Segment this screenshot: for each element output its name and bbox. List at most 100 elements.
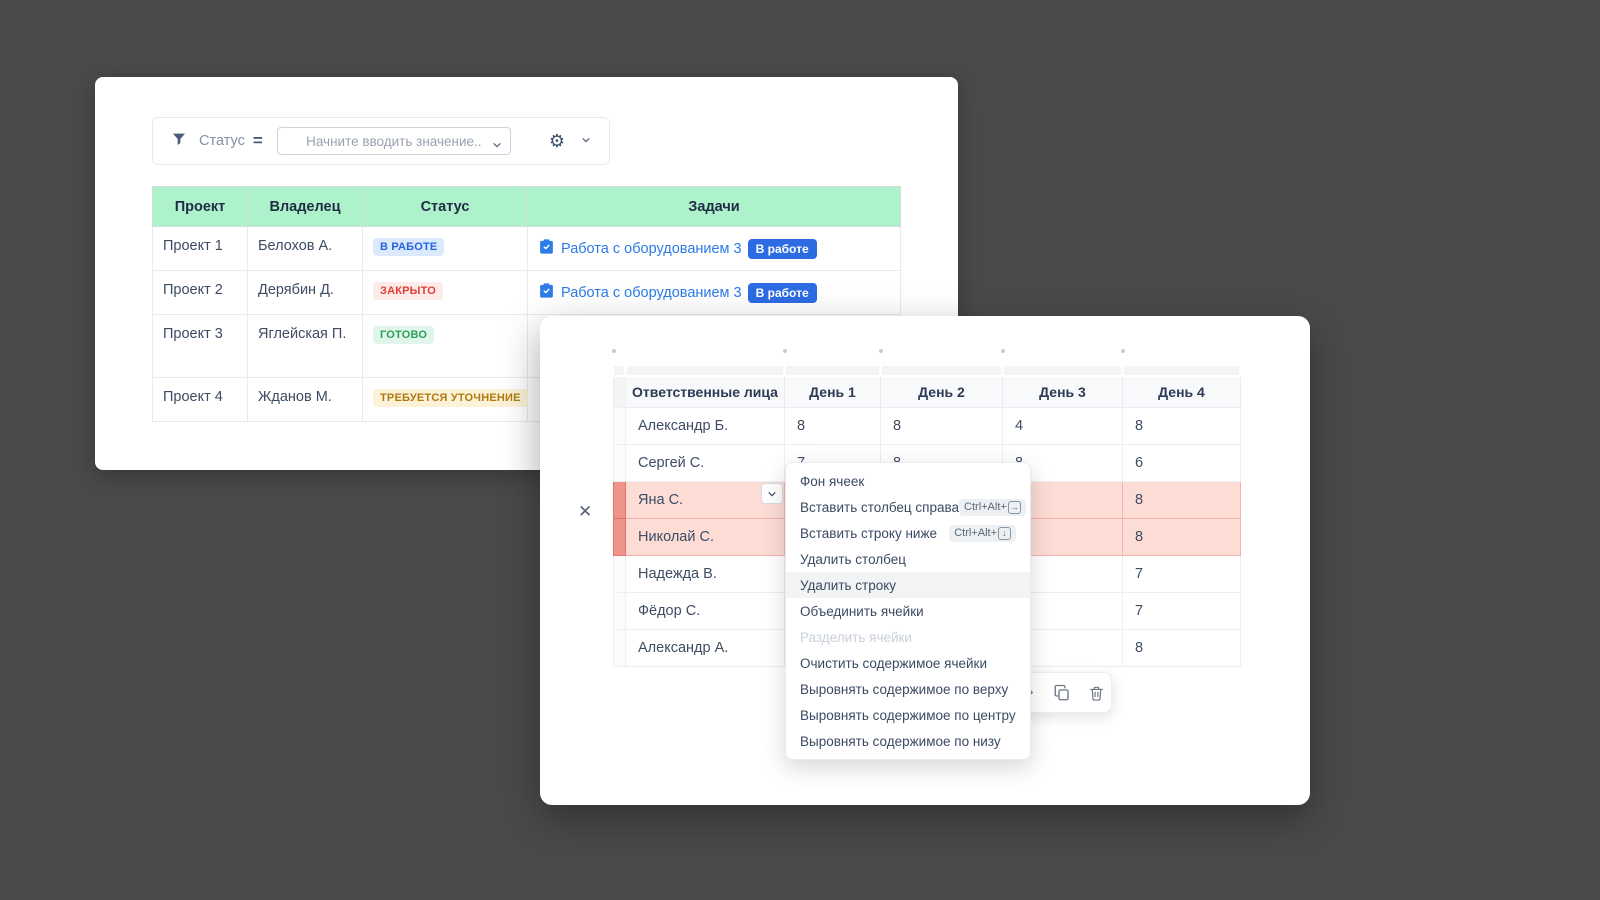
row-gutter-cell[interactable] [613, 591, 626, 630]
column-strip-cell[interactable] [1122, 366, 1242, 377]
column-strip-cell[interactable] [784, 366, 882, 377]
column-strip-cell[interactable] [625, 366, 786, 377]
column-handle-dot[interactable] [879, 349, 883, 353]
column-header-owner: Владелец [247, 186, 363, 227]
row-gutter-cell[interactable] [613, 517, 626, 556]
day-value-cell[interactable]: 8 [1002, 443, 1123, 482]
chevron-down-icon[interactable] [581, 132, 591, 150]
row-gutter-cell[interactable] [613, 406, 626, 445]
owner-cell: Жданов М. [247, 377, 363, 422]
context-menu-item[interactable]: Очистить содержимое ячейки [786, 650, 1030, 676]
task-item: Работа с оборудованием 3 В работе [538, 282, 890, 303]
person-name-cell[interactable]: Николай С. [625, 517, 785, 556]
task-status-badge: В работе [747, 282, 817, 303]
menu-item-label: Выровнять содержимое по верху [800, 681, 1009, 697]
trash-icon[interactable] [1088, 684, 1105, 702]
project-name-cell: Проект 3 [152, 314, 248, 378]
schedule-header-row: Ответственные лица День 1 День 2 День 3 День… [613, 375, 1241, 408]
column-strip-cell[interactable] [880, 366, 1004, 377]
schedule-column-header[interactable]: День 3 [1002, 375, 1123, 408]
day-value-cell[interactable]: 8 [880, 406, 1003, 445]
context-menu-item[interactable]: Вставить столбец справа Ctrl+Alt+ → [786, 494, 1030, 520]
column-handle-dot[interactable] [612, 349, 616, 353]
column-handle-dots [540, 349, 1310, 353]
person-name-cell[interactable]: Фёдор С. [625, 591, 785, 630]
column-header-status: Статус [362, 186, 528, 227]
context-menu-item: Разделить ячейки [786, 624, 1030, 650]
column-handle-dot[interactable] [1121, 349, 1125, 353]
context-menu-item[interactable]: Объединить ячейки [786, 598, 1030, 624]
status-badge: В РАБОТЕ [373, 238, 445, 256]
person-name-cell[interactable]: Александр Б. [625, 406, 785, 445]
status-cell: ЗАКРЫТО [362, 270, 528, 315]
shortcut-key-icon: ↓ [998, 526, 1011, 540]
column-handle-dot[interactable] [783, 349, 787, 353]
menu-item-label: Фон ячеек [800, 473, 865, 489]
column-strip-cell[interactable] [613, 366, 627, 377]
day-value-cell[interactable]: 7 [1122, 554, 1241, 593]
day-value-cell[interactable]: 8 [784, 406, 881, 445]
day-value-cell[interactable]: 8 [1122, 628, 1241, 667]
project-name-cell: Проект 1 [152, 226, 248, 271]
schedule-column-header[interactable]: Ответственные лица [625, 375, 785, 408]
shortcut-key-icon: → [1007, 500, 1021, 514]
tasks-cell: Работа с оборудованием 3 В работе [527, 226, 901, 271]
project-name-cell: Проект 4 [152, 377, 248, 422]
status-cell: ГОТОВО [362, 314, 528, 378]
row-gutter-cell[interactable] [613, 554, 626, 593]
context-menu-item[interactable]: Удалить строку [786, 572, 1030, 598]
menu-item-label: Вставить строку ниже [800, 525, 938, 541]
menu-item-label: Удалить строку [800, 577, 897, 593]
task-link[interactable]: Работа с оборудованием 3 [561, 284, 742, 301]
filter-placeholder: Начните вводить значение.. [306, 133, 482, 149]
column-strip-cell[interactable] [1002, 366, 1124, 377]
schedule-window: ✕ Ответственные лица День 1 День 2 День 3 Де… [540, 316, 1310, 805]
day-value-cell[interactable]: 7 [1122, 591, 1241, 630]
row-gutter-cell[interactable] [613, 480, 626, 519]
row-gutter-cell[interactable] [613, 443, 626, 482]
project-name-cell: Проект 2 [152, 270, 248, 315]
filter-operator: = [252, 131, 263, 150]
person-name-cell[interactable]: Надежда В. [625, 554, 785, 593]
schedule-column-header[interactable]: День 2 [880, 375, 1003, 408]
filter-bar: Статус = Начните вводить значение.. ⚙ [152, 117, 610, 165]
day-value-cell[interactable]: 8 [1122, 517, 1241, 556]
column-handle-dot[interactable] [1001, 349, 1005, 353]
task-link[interactable]: Работа с оборудованием 3 [561, 240, 742, 257]
context-menu-item[interactable]: Выровнять содержимое по центру [786, 702, 1030, 728]
context-menu-item[interactable]: Вставить строку ниже Ctrl+Alt+ ↓ [786, 520, 1030, 546]
task-clipboard-icon [538, 282, 555, 303]
person-name-cell[interactable]: Сергей С. [625, 443, 785, 482]
day-value-cell[interactable]: 8 [1122, 406, 1241, 445]
owner-cell: Яглейская П. [247, 314, 363, 378]
context-menu-item[interactable]: Выровнять содержимое по низу [786, 728, 1030, 754]
schedule-row: Александр Б. 8 8 4 8 [613, 406, 1241, 445]
schedule-column-header[interactable]: День 4 [1122, 375, 1241, 408]
context-menu-item[interactable]: Выровнять содержимое по верху [786, 676, 1030, 702]
day-value-cell[interactable]: 4 [1002, 406, 1123, 445]
copy-icon[interactable] [1053, 684, 1071, 702]
person-name-cell[interactable]: Александр А. [625, 628, 785, 667]
day-value-cell[interactable]: 6 [1122, 443, 1241, 482]
menu-item-label: Удалить столбец [800, 551, 906, 567]
shortcut-badge: Ctrl+Alt+ ↓ [949, 524, 1016, 542]
status-badge: ТРЕБУЕТСЯ УТОЧНЕНИЕ [373, 389, 528, 407]
menu-item-label: Вставить столбец справа [800, 499, 960, 515]
context-menu-item[interactable]: Фон ячеек [786, 468, 1030, 494]
row-gutter-cell[interactable] [613, 628, 626, 667]
filter-value-input[interactable]: Начните вводить значение.. [276, 127, 511, 155]
close-icon[interactable]: ✕ [578, 502, 593, 521]
shortcut-badge: Ctrl+Alt+ → [959, 498, 1026, 516]
column-strip-row [613, 366, 1242, 377]
menu-item-label: Разделить ячейки [800, 629, 912, 645]
settings-gear-icon[interactable]: ⚙ [548, 131, 565, 151]
cell-dropdown-button[interactable] [761, 483, 783, 504]
context-menu-item[interactable]: Удалить столбец [786, 546, 1030, 572]
tasks-cell: Работа с оборудованием 3 В работе [527, 270, 901, 315]
day-value-cell[interactable]: 8 [1122, 480, 1241, 519]
person-name-cell[interactable]: Яна С. [625, 480, 785, 519]
row-gutter-cell[interactable] [613, 375, 626, 408]
task-status-badge: В работе [747, 238, 817, 259]
schedule-column-header[interactable]: День 1 [784, 375, 881, 408]
task-clipboard-icon [538, 238, 555, 259]
